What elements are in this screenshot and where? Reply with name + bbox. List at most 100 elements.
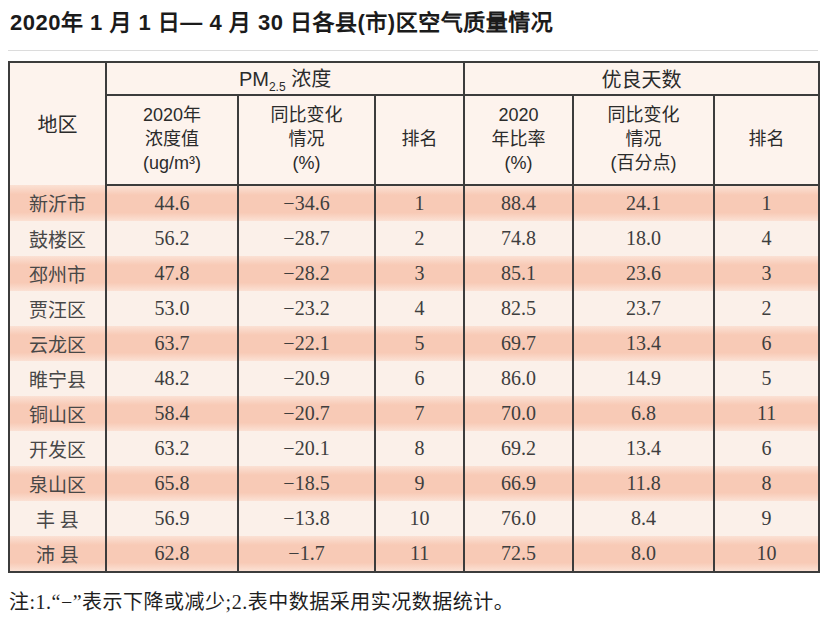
cell-pm-rank: 6 [375, 361, 464, 396]
cell-good-change: 6.8 [573, 396, 714, 431]
footnote: 注:1.“−”表示下降或减少;2.表中数据采用实况数据统计。 [9, 586, 818, 615]
group-header-row: 地区 PM2.5 浓度 优良天数 [9, 62, 819, 95]
page-title: 2020年 1 月 1 日— 4 月 30 日各县(市)区空气质量情况 [10, 8, 818, 38]
cell-pm-value: 47.8 [106, 256, 238, 291]
column-header-region: 地区 [9, 62, 106, 185]
cell-good-change: 18.0 [573, 221, 714, 256]
cell-good-rate: 86.0 [464, 361, 573, 396]
cell-pm-value: 44.6 [106, 185, 238, 221]
cell-good-change: 24.1 [573, 185, 714, 221]
sub-header-row: 2020年 浓度值 (ug/m³) 同比变化 情况 (%) 排名 2020 年比… [9, 95, 819, 185]
cell-good-rate: 66.9 [464, 466, 573, 501]
cell-good-rate: 85.1 [464, 256, 573, 291]
table-header: 地区 PM2.5 浓度 优良天数 2020年 浓度值 (ug/m³) 同比变化 … [9, 62, 819, 185]
cell-good-rank: 11 [714, 396, 819, 431]
cell-good-rate: 72.5 [464, 536, 573, 572]
table-row: 铜山区58.4−20.7770.06.811 [9, 396, 819, 431]
cell-pm-value: 63.7 [106, 326, 238, 361]
cell-pm-change: −23.2 [238, 291, 375, 326]
cell-good-change: 13.4 [573, 431, 714, 466]
column-header-good-change: 同比变化 情况 (百分点) [573, 95, 714, 185]
cell-pm-change: −34.6 [238, 185, 375, 221]
column-header-good-rank: 排名 [714, 95, 819, 185]
column-header-pm-change: 同比变化 情况 (%) [238, 95, 375, 185]
cell-region: 鼓楼区 [9, 221, 106, 256]
table-body: 新沂市44.6−34.6188.424.11鼓楼区56.2−28.7274.81… [9, 185, 819, 572]
cell-pm-change: −28.7 [238, 221, 375, 256]
cell-good-change: 14.9 [573, 361, 714, 396]
table-row: 开发区63.2−20.1869.213.46 [9, 431, 819, 466]
cell-pm-value: 63.2 [106, 431, 238, 466]
cell-good-change: 13.4 [573, 326, 714, 361]
cell-good-rate: 88.4 [464, 185, 573, 221]
column-header-good-rate: 2020 年比率 (%) [464, 95, 573, 185]
cell-good-rank: 9 [714, 501, 819, 536]
column-header-pm-rank: 排名 [375, 95, 464, 185]
table-row: 新沂市44.6−34.6188.424.11 [9, 185, 819, 221]
cell-good-rank: 3 [714, 256, 819, 291]
air-quality-table: 地区 PM2.5 浓度 优良天数 2020年 浓度值 (ug/m³) 同比变化 … [8, 61, 820, 573]
cell-region: 云龙区 [9, 326, 106, 361]
cell-pm-change: −18.5 [238, 466, 375, 501]
cell-region: 睢宁县 [9, 361, 106, 396]
cell-pm-rank: 11 [375, 536, 464, 572]
cell-good-rank: 4 [714, 221, 819, 256]
cell-region: 沛 县 [9, 536, 106, 572]
table-row: 睢宁县48.2−20.9686.014.95 [9, 361, 819, 396]
page: 2020年 1 月 1 日— 4 月 30 日各县(市)区空气质量情况 地区 P… [0, 0, 825, 615]
cell-good-rate: 69.2 [464, 431, 573, 466]
cell-pm-rank: 1 [375, 185, 464, 221]
cell-region: 铜山区 [9, 396, 106, 431]
table-row: 沛 县62.8−1.71172.58.010 [9, 536, 819, 572]
cell-pm-value: 56.9 [106, 501, 238, 536]
table-row: 泉山区65.8−18.5966.911.88 [9, 466, 819, 501]
cell-good-rate: 76.0 [464, 501, 573, 536]
cell-pm-rank: 10 [375, 501, 464, 536]
cell-good-rank: 5 [714, 361, 819, 396]
cell-good-rate: 74.8 [464, 221, 573, 256]
cell-pm-rank: 5 [375, 326, 464, 361]
cell-pm-value: 62.8 [106, 536, 238, 572]
cell-pm-change: −20.9 [238, 361, 375, 396]
cell-pm-value: 56.2 [106, 221, 238, 256]
table-row: 云龙区63.7−22.1569.713.46 [9, 326, 819, 361]
cell-pm-rank: 4 [375, 291, 464, 326]
table-row: 丰 县56.9−13.81076.08.49 [9, 501, 819, 536]
cell-good-change: 8.4 [573, 501, 714, 536]
cell-good-rank: 1 [714, 185, 819, 221]
cell-pm-change: −20.7 [238, 396, 375, 431]
cell-pm-rank: 9 [375, 466, 464, 501]
cell-good-change: 11.8 [573, 466, 714, 501]
cell-pm-rank: 8 [375, 431, 464, 466]
cell-region: 贾汪区 [9, 291, 106, 326]
cell-good-rank: 6 [714, 431, 819, 466]
table-row: 邳州市47.8−28.2385.123.63 [9, 256, 819, 291]
column-group-pm25: PM2.5 浓度 [106, 62, 464, 95]
cell-pm-value: 53.0 [106, 291, 238, 326]
pm25-label-subscript: 2.5 [269, 80, 286, 94]
cell-pm-change: −13.8 [238, 501, 375, 536]
cell-good-rank: 8 [714, 466, 819, 501]
cell-good-change: 8.0 [573, 536, 714, 572]
cell-region: 开发区 [9, 431, 106, 466]
cell-pm-rank: 7 [375, 396, 464, 431]
cell-good-rate: 70.0 [464, 396, 573, 431]
cell-good-change: 23.6 [573, 256, 714, 291]
cell-pm-change: −20.1 [238, 431, 375, 466]
title-divider [8, 50, 818, 51]
column-group-good-days: 优良天数 [464, 62, 819, 95]
cell-good-rate: 82.5 [464, 291, 573, 326]
cell-good-rank: 6 [714, 326, 819, 361]
cell-pm-value: 65.8 [106, 466, 238, 501]
table-row: 鼓楼区56.2−28.7274.818.04 [9, 221, 819, 256]
cell-region: 泉山区 [9, 466, 106, 501]
table-row: 贾汪区53.0−23.2482.523.72 [9, 291, 819, 326]
cell-region: 丰 县 [9, 501, 106, 536]
cell-pm-change: −22.1 [238, 326, 375, 361]
column-header-pm-value: 2020年 浓度值 (ug/m³) [106, 95, 238, 185]
cell-pm-rank: 2 [375, 221, 464, 256]
pm25-label-suffix: 浓度 [286, 68, 332, 90]
cell-good-rate: 69.7 [464, 326, 573, 361]
pm25-label-prefix: PM [239, 68, 269, 90]
cell-pm-rank: 3 [375, 256, 464, 291]
